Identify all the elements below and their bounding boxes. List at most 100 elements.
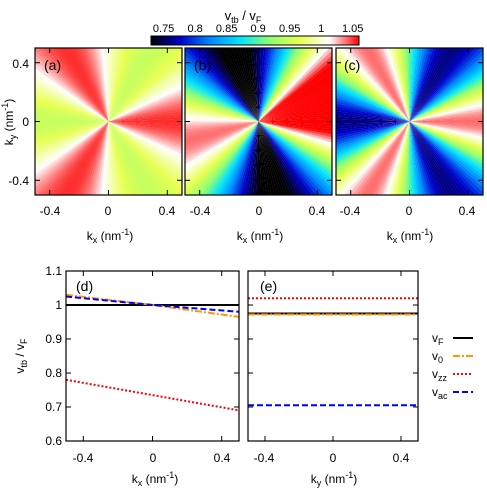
heatmap-wedge: [108, 48, 182, 122]
heatmap-wedge: [258, 121, 332, 152]
series-line-vac: [66, 295, 239, 313]
colorbar-title: vtb / vF: [225, 8, 262, 25]
line-xtick-label: 0: [150, 451, 157, 465]
line-xtick-label: 0.4: [214, 451, 231, 465]
panel-tag-e: (e): [260, 278, 277, 294]
heatmap-wedge: [258, 121, 332, 135]
heatmap-wedge: [58, 121, 109, 195]
heatmap-wedge: [108, 121, 112, 195]
heatmap-wedge: [370, 121, 410, 195]
heatmap-wedge: [108, 48, 122, 122]
heatmap-wedge: [108, 121, 182, 164]
heatmap-wedge: [98, 121, 109, 195]
line-xtick-label: 0.4: [393, 451, 410, 465]
heatmap-wedge: [359, 121, 410, 195]
heatmap-wedge: [404, 121, 410, 195]
heatmap-wedge: [258, 48, 312, 122]
line-xtick-label: -0.4: [73, 451, 94, 465]
heatmap-wedge: [336, 48, 410, 122]
series-line-vzz: [66, 378, 239, 412]
heatmap-wedge: [409, 48, 440, 122]
heatmap-wedge: [208, 121, 259, 195]
heatmap-wedge: [409, 121, 483, 149]
heatmap-wedge: [409, 48, 443, 122]
heatmap-wedge: [258, 48, 301, 122]
heatmap-wedge: [409, 48, 476, 122]
legend-label-vF: vF: [432, 331, 444, 347]
heatmap-wedge: [185, 116, 259, 122]
heatmap-wedge: [185, 111, 259, 122]
heatmap-wedge: [35, 121, 109, 125]
heatmap-wedge: [35, 75, 109, 122]
heatmap-wedge: [258, 48, 264, 122]
heatmap-wedge: [336, 50, 410, 122]
heatmap-wedge: [185, 71, 259, 122]
heatmap-wedge: [409, 121, 483, 175]
heatmap-wedge: [46, 121, 109, 195]
heatmap-wedge: [81, 121, 109, 195]
heatmap-wedge: [336, 68, 410, 122]
heatmap-wedge: [108, 121, 182, 195]
colorbar-tick-label: 0.75: [153, 23, 174, 35]
heatmap-wedge: [336, 111, 410, 122]
heatmap-wedge: [35, 82, 109, 122]
heatmap-wedge: [258, 121, 332, 172]
heatmap-wedge: [409, 48, 413, 122]
line-frame-d: [65, 270, 240, 442]
heatmap-wedge: [258, 121, 332, 164]
heatmap-wedge: [185, 75, 259, 122]
heatmap-wedge: [409, 121, 483, 138]
heatmap-wedge: [242, 121, 259, 195]
heatmap-wedge: [363, 121, 410, 195]
heatmap-wedge: [185, 85, 259, 122]
heatmap-wedge: [95, 121, 109, 195]
heatmap-wedge: [108, 121, 182, 138]
heatmap-wedge: [258, 121, 332, 168]
heatmap-wedge: [35, 100, 109, 122]
heatmap-wedge: [379, 121, 410, 195]
heatmap-wedge: [258, 48, 272, 122]
heatmap-wedge: [343, 121, 410, 195]
heatmap-wedge: [62, 121, 109, 195]
heatmap-wedge: [185, 94, 259, 122]
heatmap-x-axis-label-b: kx (nm-1): [237, 227, 284, 245]
heatmap-wedge: [409, 121, 483, 132]
heatmap-wedge: [336, 64, 410, 122]
heatmap-wedge: [258, 48, 316, 122]
heatmap-wedge: [100, 121, 109, 195]
heatmap-panel-b: [185, 48, 332, 195]
heatmap-xtick-label: 0.4: [459, 204, 476, 218]
heatmap-wedge: [35, 64, 109, 122]
heatmap-wedge: [108, 121, 182, 152]
heatmap-wedge: [35, 88, 109, 122]
heatmap-wedge: [258, 48, 298, 122]
heatmap-wedge: [105, 48, 109, 122]
heatmap-wedge: [258, 48, 325, 122]
heatmap-wedge: [409, 118, 483, 122]
panel-tag-b: (b): [194, 57, 211, 73]
heatmap-wedge: [108, 48, 175, 122]
heatmap-wedge: [258, 121, 332, 195]
heatmap-wedge: [258, 48, 305, 122]
heatmap-wedge: [35, 116, 109, 122]
heatmap-ytick-label: -0.4: [8, 174, 29, 188]
legend: vF v0 vzz vac: [432, 331, 473, 401]
heatmap-wedge: [409, 48, 420, 122]
heatmap-wedge: [258, 121, 332, 127]
line-ytick-label: 0.9: [45, 332, 62, 346]
colorbar: [150, 35, 360, 46]
heatmap-wedge: [253, 121, 259, 195]
line-ytick-label: 1: [55, 298, 62, 312]
heatmap-xtick-label: 0: [256, 204, 263, 218]
legend-label-vzz: vzz: [432, 367, 448, 383]
heatmap-wedge: [336, 71, 410, 122]
heatmap-wedge: [108, 48, 112, 122]
heatmap-wedge: [234, 121, 259, 195]
colorbar-tick-labels: 0.75 0.8 0.85 0.9 0.95 1 1.05: [153, 23, 364, 35]
line-panel-e: [248, 297, 418, 407]
heatmap-wedge: [108, 121, 182, 179]
heatmap-wedge: [258, 121, 332, 125]
heatmap-wedge: [108, 48, 142, 122]
heatmap-wedge: [185, 59, 259, 122]
